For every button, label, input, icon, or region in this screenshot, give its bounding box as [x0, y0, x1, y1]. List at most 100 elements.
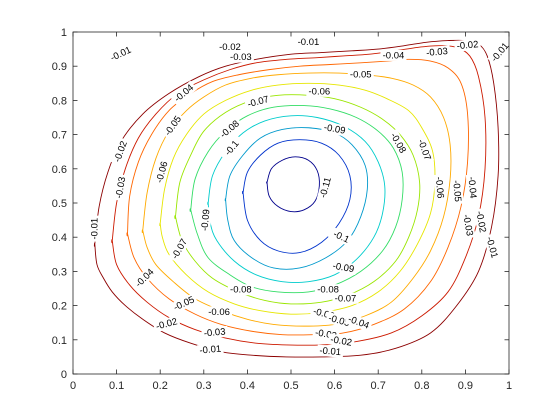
contour-label-background — [316, 344, 344, 358]
contour-level-label: -0.01 — [298, 37, 320, 48]
contour-line — [189, 104, 404, 294]
contour-label-background — [227, 284, 254, 296]
contour-label-background — [450, 177, 464, 205]
contour-level-label: -0.04 — [466, 176, 479, 199]
contour-level-label: -0.02 — [456, 39, 479, 52]
contour-label-background — [216, 116, 244, 142]
contour-level-label: -0.02 — [330, 334, 353, 349]
contour-level-label: -0.01 — [319, 345, 342, 358]
contour-label-background — [327, 333, 355, 349]
contour-label-background — [483, 233, 501, 262]
contour-line — [111, 45, 487, 346]
contour-level-label: -0.07 — [246, 94, 270, 110]
x-tick-label: 0.5 — [283, 380, 298, 392]
contour-level-label: -0.09 — [200, 209, 213, 232]
contour-label-background — [423, 45, 451, 59]
y-tick-label: 0.2 — [52, 301, 67, 313]
contour-label-background — [201, 325, 229, 340]
contour-level-label: -0.09 — [323, 122, 346, 137]
contour-label-background — [295, 36, 322, 48]
contour-level-label: -0.04 — [383, 50, 405, 61]
contour-level-label: -0.01 — [483, 236, 499, 260]
contour-label-background — [320, 121, 349, 137]
y-tick-label: 0.3 — [52, 266, 67, 278]
contour-label-background — [465, 174, 480, 201]
contour-label-background — [112, 173, 129, 202]
contour-level-label: -0.05 — [327, 313, 351, 329]
contour-level-label: -0.11 — [318, 176, 334, 199]
contour-line — [141, 72, 452, 327]
contour-line — [174, 94, 421, 305]
y-tick-label: 0.4 — [52, 232, 67, 244]
contour-label-background — [110, 137, 131, 166]
contour-label-background — [169, 292, 199, 314]
contour-level-label: -0.06 — [208, 307, 230, 318]
contour-label-background — [329, 259, 358, 276]
contour-level-label: -0.08 — [317, 285, 339, 296]
contour-level-label: -0.06 — [433, 176, 446, 199]
contour-label-background — [306, 85, 333, 97]
contour-level-label: -0.01 — [89, 218, 100, 240]
x-tick-label: 0.8 — [414, 380, 429, 392]
contour-level-label: -0.09 — [332, 261, 355, 276]
y-tick-label: 0.9 — [52, 61, 67, 73]
contour-label-background — [316, 173, 335, 202]
y-tick-label: 0.6 — [52, 164, 67, 176]
y-tick-label: 0.7 — [52, 130, 67, 142]
contour-label-background — [433, 174, 447, 201]
contour-label-background — [170, 80, 198, 106]
contour-label-background — [414, 135, 435, 164]
x-tick-label: 0.2 — [153, 380, 168, 392]
contour-label-background — [131, 264, 158, 291]
x-tick-label: 0.3 — [196, 380, 211, 392]
contour-level-label: -0.02 — [155, 316, 179, 332]
contour-level-label: -0.02 — [219, 42, 241, 53]
x-tick-label: 0.9 — [458, 380, 473, 392]
contour-line — [242, 139, 352, 254]
contour-label-background — [487, 38, 513, 66]
contour-label-background — [160, 111, 185, 140]
contour-level-label: -0.05 — [350, 69, 372, 80]
contour-label-background — [473, 207, 489, 236]
y-axis-ticks: 0 0.1 0.2 0.3 0.4 0.5 0.6 0.7 0.8 0.9 1 — [52, 27, 509, 381]
contour-level-label: -0.03 — [230, 52, 252, 63]
x-tick-label: 0 — [70, 380, 76, 392]
contour-label-background — [347, 68, 374, 80]
contour-label-background — [386, 128, 410, 157]
contour-label-background — [106, 43, 135, 65]
contour-label-background — [332, 292, 359, 304]
contour-label-background — [315, 284, 342, 296]
contour-label-background — [198, 206, 213, 234]
contour-label-background — [153, 158, 171, 187]
contour-level-label: -0.03 — [203, 327, 226, 340]
contour-line — [207, 115, 386, 283]
contour-level-label: -0.07 — [335, 293, 357, 304]
contour-label-background — [344, 312, 373, 332]
y-tick-label: 0.5 — [52, 198, 67, 210]
contour-label-background — [152, 315, 181, 333]
contour-label-background — [454, 38, 481, 52]
contour-level-label: -0.03 — [426, 46, 449, 59]
contour-line — [224, 127, 369, 270]
contour-label-background — [219, 134, 245, 162]
contour-label-background — [216, 41, 243, 53]
contour-label-background — [244, 92, 273, 111]
contour-label-background — [380, 49, 407, 61]
contour-label-background — [206, 306, 233, 318]
contour-level-label: -0.01 — [199, 344, 222, 357]
x-tick-label: 1 — [506, 380, 512, 392]
x-tick-label: 0.4 — [240, 380, 255, 392]
contour-level-label: -0.05 — [450, 180, 463, 203]
contour-level-label: -0.08 — [230, 285, 252, 296]
contour-level-label: -0.06 — [309, 86, 331, 97]
x-tick-label: 0.1 — [109, 380, 124, 392]
y-tick-label: 0 — [61, 369, 67, 381]
contour-label-background — [88, 215, 100, 242]
y-tick-label: 1 — [61, 27, 67, 39]
x-tick-label: 0.6 — [327, 380, 342, 392]
contour-label-background — [196, 342, 224, 357]
axes-background — [73, 32, 509, 374]
contour-label-background — [327, 226, 356, 248]
contour-line — [126, 58, 469, 336]
